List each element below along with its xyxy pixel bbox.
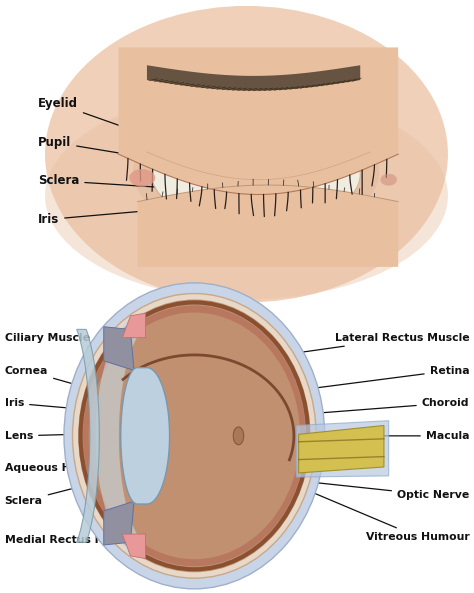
Text: Lateral Rectus Muscle: Lateral Rectus Muscle (272, 333, 469, 358)
Polygon shape (121, 368, 170, 504)
Text: Choroid: Choroid (296, 398, 469, 417)
Polygon shape (147, 65, 360, 91)
Ellipse shape (233, 427, 244, 445)
Text: Lens: Lens (5, 431, 124, 441)
Text: Cornea: Cornea (5, 366, 96, 391)
Text: Macula: Macula (277, 431, 469, 441)
Ellipse shape (83, 305, 306, 566)
Polygon shape (96, 317, 138, 554)
Polygon shape (299, 426, 384, 473)
Ellipse shape (152, 123, 360, 227)
Ellipse shape (210, 117, 302, 232)
Ellipse shape (64, 283, 325, 589)
Polygon shape (122, 534, 146, 559)
Polygon shape (296, 421, 389, 477)
Ellipse shape (78, 299, 310, 572)
Ellipse shape (89, 313, 300, 559)
Ellipse shape (45, 6, 448, 302)
Text: Aqueous Humour: Aqueous Humour (5, 451, 110, 473)
Text: Retina: Retina (293, 366, 469, 393)
Text: Ciliary Muscle: Ciliary Muscle (5, 333, 136, 358)
Ellipse shape (380, 174, 397, 186)
Ellipse shape (217, 126, 295, 224)
Polygon shape (137, 185, 398, 267)
Text: Sclera: Sclera (5, 477, 112, 506)
Text: Iris: Iris (38, 203, 214, 226)
Polygon shape (118, 47, 398, 195)
Text: Iris: Iris (5, 398, 112, 413)
Ellipse shape (224, 135, 288, 215)
Text: Pupil: Pupil (38, 136, 247, 176)
Text: Vitreous Humour: Vitreous Humour (231, 458, 469, 541)
Ellipse shape (129, 169, 155, 187)
Ellipse shape (230, 142, 282, 207)
Polygon shape (77, 329, 99, 543)
Ellipse shape (73, 294, 316, 578)
Ellipse shape (45, 92, 448, 299)
Ellipse shape (133, 107, 379, 237)
Text: Medial Rectus Muscle: Medial Rectus Muscle (5, 522, 137, 544)
Text: Eyelid: Eyelid (38, 97, 172, 145)
Polygon shape (104, 327, 134, 371)
Text: Optic Nerve: Optic Nerve (298, 479, 469, 500)
Ellipse shape (258, 164, 266, 172)
Polygon shape (104, 501, 134, 545)
Text: Sclera: Sclera (38, 174, 195, 192)
Ellipse shape (237, 149, 275, 198)
Polygon shape (122, 313, 146, 337)
